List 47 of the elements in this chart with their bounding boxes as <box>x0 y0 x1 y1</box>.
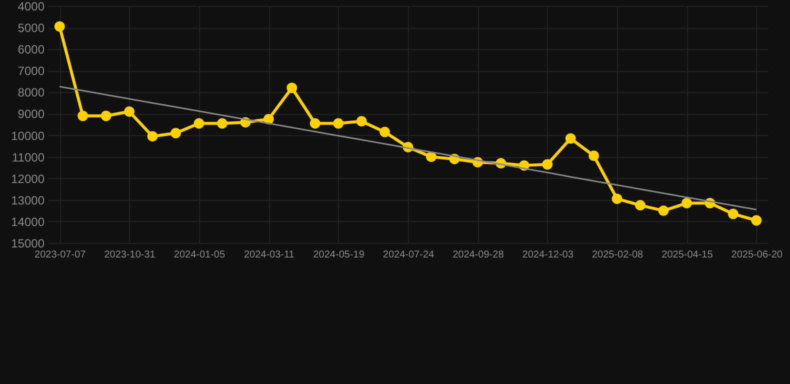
point <box>588 150 600 161</box>
point <box>170 128 181 138</box>
point <box>286 82 298 94</box>
y-tick-label: 14000 <box>11 214 45 229</box>
x-tick-label: 2025-02-08 <box>592 250 644 260</box>
y-tick-label: 9000 <box>18 107 45 122</box>
x-tick-label: 2024-01-05 <box>174 250 226 260</box>
point <box>542 159 553 170</box>
x-tick-label: 2024-03-11 <box>244 250 295 260</box>
point <box>681 198 692 208</box>
y-tick-label: 13000 <box>11 193 45 208</box>
point <box>658 205 669 216</box>
point <box>147 131 158 142</box>
x-tick-label: 2024-05-19 <box>313 250 365 260</box>
x-tick-label: 2023-10-31 <box>104 250 156 260</box>
point <box>356 116 367 126</box>
y-tick-label: 7000 <box>18 64 45 78</box>
y-tick-label: 8000 <box>18 86 45 100</box>
y-tick-label: 5000 <box>18 21 45 36</box>
point <box>310 118 320 129</box>
y-tick-label: 12000 <box>11 172 45 186</box>
x-tick-label: 2025-04-15 <box>662 250 714 260</box>
point <box>333 118 344 129</box>
y-tick-label: 4000 <box>18 0 45 14</box>
point <box>751 215 762 226</box>
y-tick-label: 11000 <box>12 150 45 164</box>
point <box>124 106 135 117</box>
point <box>565 133 576 144</box>
x-tick-label: 2024-07-24 <box>382 250 435 260</box>
point <box>194 118 204 129</box>
y-tick-label: 6000 <box>18 42 45 57</box>
x-tick-label: 2024-09-28 <box>452 250 504 260</box>
point <box>216 118 228 129</box>
point <box>728 208 738 220</box>
point <box>612 194 622 204</box>
point <box>635 200 646 211</box>
point <box>78 110 88 122</box>
x-tick-label: 2025-06-20 <box>731 250 783 260</box>
x-tick-label: 2024-12-03 <box>522 250 574 260</box>
x-tick-label: 2023-07-07 <box>34 250 86 260</box>
y-tick-label: 15000 <box>11 236 45 250</box>
point <box>54 21 65 32</box>
line-series <box>58 86 758 210</box>
point <box>100 110 112 122</box>
y-tick-label: 10000 <box>11 128 45 143</box>
point <box>426 152 436 162</box>
point <box>380 126 390 138</box>
